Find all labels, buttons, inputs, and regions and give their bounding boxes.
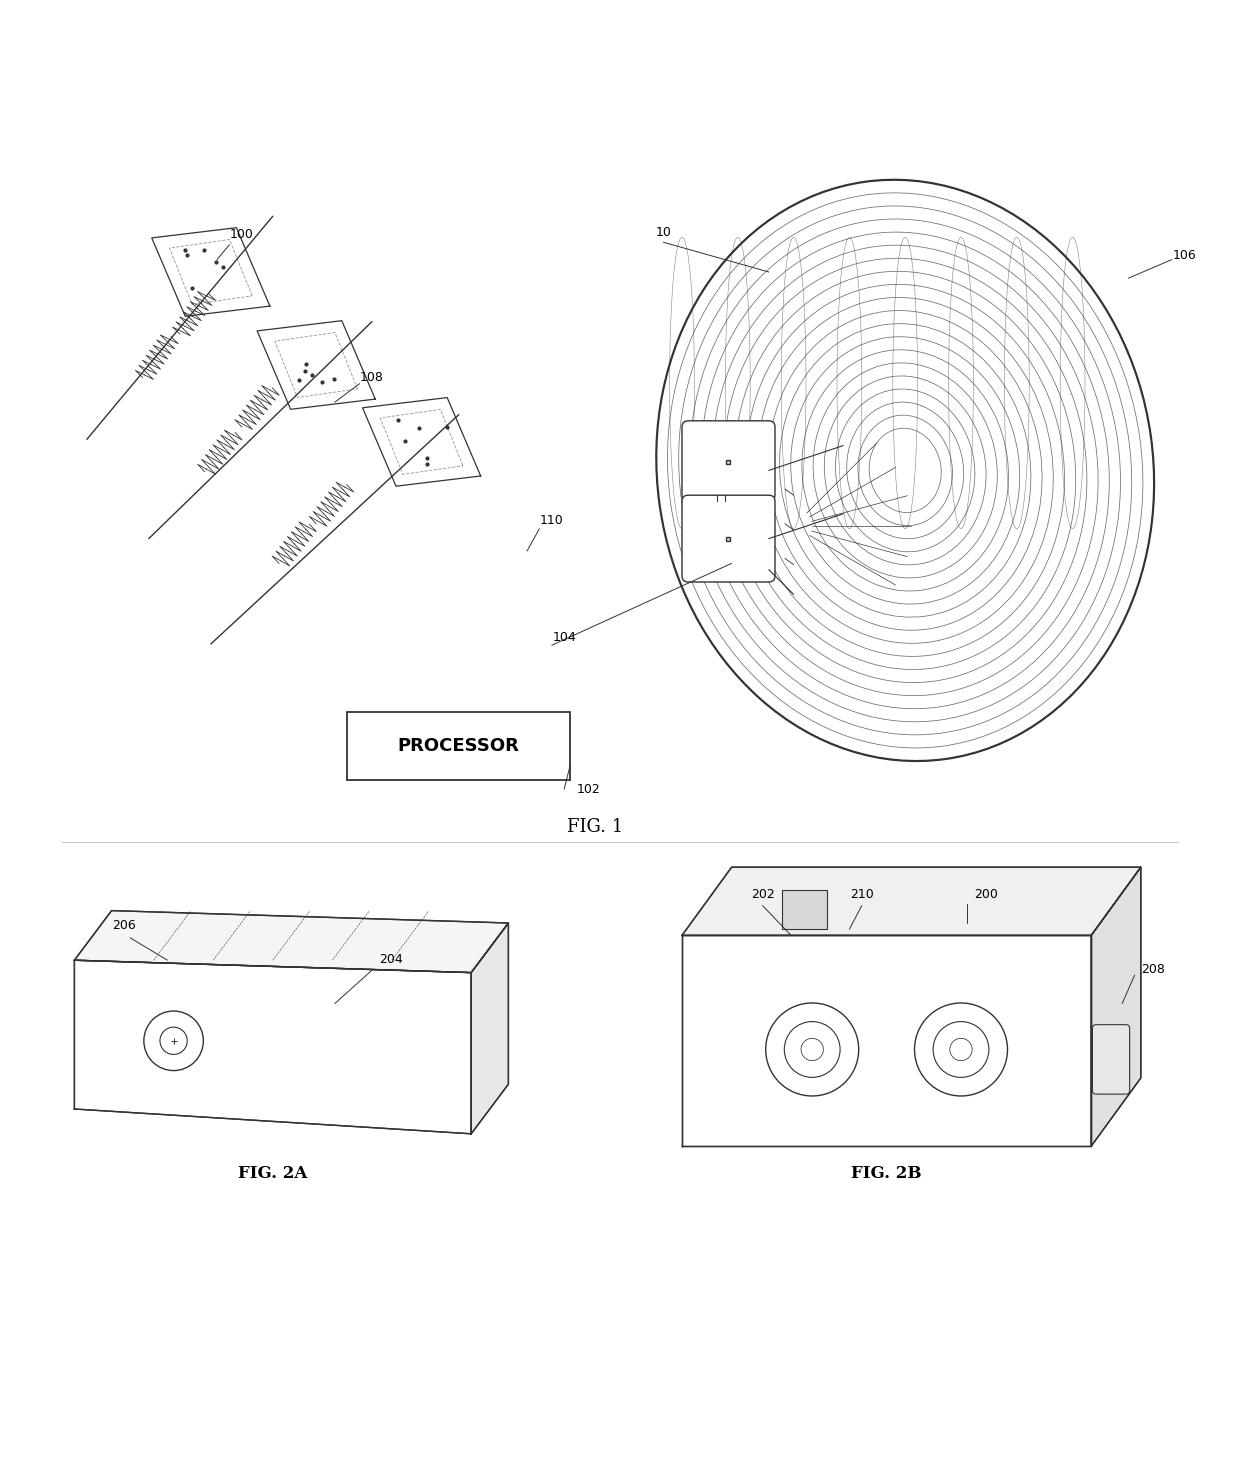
FancyBboxPatch shape bbox=[682, 495, 775, 582]
FancyBboxPatch shape bbox=[1092, 1024, 1130, 1094]
Text: 10: 10 bbox=[656, 226, 671, 239]
Polygon shape bbox=[74, 911, 508, 973]
Text: 106: 106 bbox=[1172, 249, 1197, 262]
Text: 200: 200 bbox=[973, 889, 998, 901]
Text: 206: 206 bbox=[112, 920, 136, 932]
FancyBboxPatch shape bbox=[682, 420, 775, 501]
Text: FIG. 1: FIG. 1 bbox=[567, 818, 624, 836]
Text: 108: 108 bbox=[360, 371, 384, 383]
FancyBboxPatch shape bbox=[782, 889, 827, 929]
Text: 210: 210 bbox=[849, 889, 874, 901]
Text: 202: 202 bbox=[750, 889, 775, 901]
Text: 110: 110 bbox=[539, 513, 564, 526]
Polygon shape bbox=[682, 867, 1141, 936]
Text: 100: 100 bbox=[229, 228, 254, 242]
Polygon shape bbox=[682, 936, 1091, 1147]
Text: PROCESSOR: PROCESSOR bbox=[398, 737, 520, 755]
Text: 204: 204 bbox=[378, 952, 403, 965]
Polygon shape bbox=[471, 923, 508, 1134]
Text: FIG. 2A: FIG. 2A bbox=[238, 1164, 308, 1182]
Text: 104: 104 bbox=[552, 631, 577, 644]
Text: FIG. 2B: FIG. 2B bbox=[852, 1164, 921, 1182]
Text: 208: 208 bbox=[1141, 963, 1166, 976]
Polygon shape bbox=[74, 960, 471, 1134]
Text: 102: 102 bbox=[577, 783, 601, 796]
FancyBboxPatch shape bbox=[347, 712, 570, 780]
Polygon shape bbox=[1091, 867, 1141, 1147]
